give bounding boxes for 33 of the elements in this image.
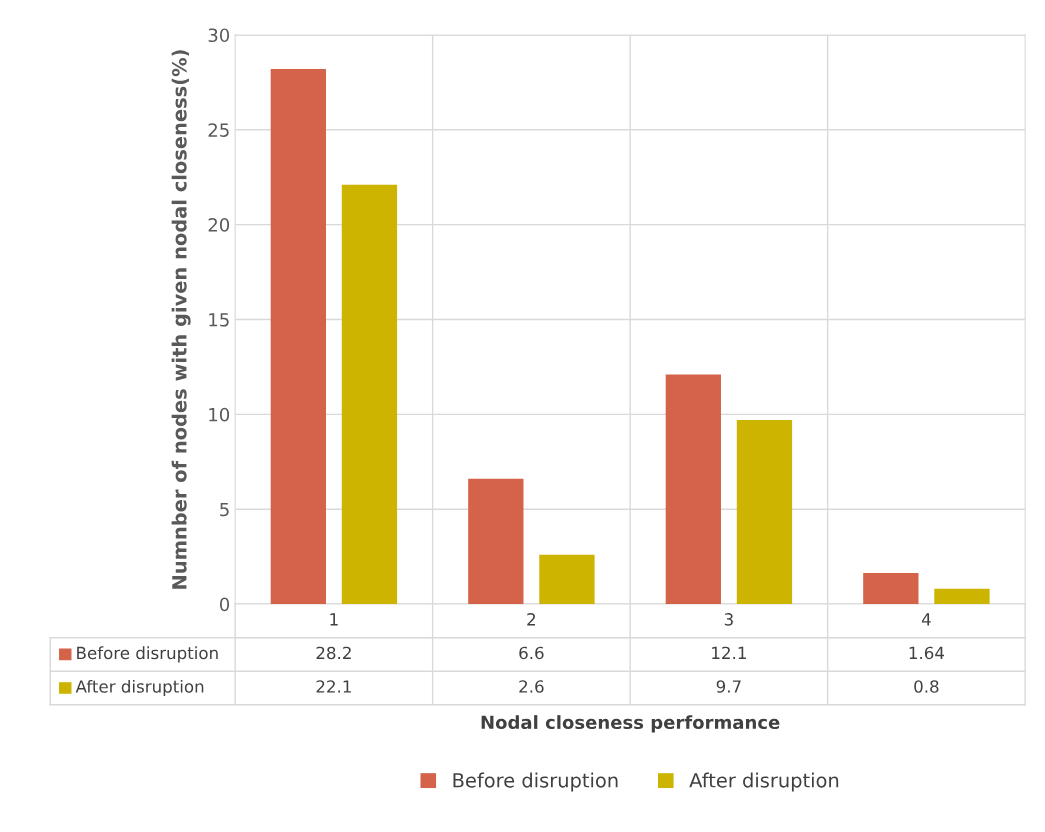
data-label: 9.7 (716, 680, 741, 693)
x-tick-label: 1 (330, 613, 338, 626)
y-tick-label: 10 (209, 407, 230, 422)
bar (468, 478, 524, 605)
x-tick-label: 2 (527, 613, 536, 626)
data-label: 2.6 (519, 680, 544, 693)
bar (270, 69, 326, 605)
legend-label: After disruption (75, 679, 204, 697)
bar (665, 374, 721, 605)
data-label: 1.64 (909, 646, 945, 660)
bar (736, 420, 793, 605)
y-tick-label: 25 (208, 123, 229, 137)
bar (934, 588, 990, 605)
y-tick-label: 20 (208, 218, 230, 232)
bar (341, 184, 398, 605)
data-label: 12.1 (712, 646, 746, 659)
y-tick-label: 0 (219, 597, 230, 612)
bar (863, 572, 919, 605)
y-tick-label: 5 (220, 502, 229, 517)
x-axis-title: Nodal closeness performance (481, 715, 780, 733)
data-label: 22.1 (316, 680, 351, 693)
y-tick-label: 15 (209, 313, 229, 327)
y-tick-label: 30 (208, 28, 230, 43)
text: After disruption (689, 772, 839, 792)
y-axis-title: Numnber of nodes with given nodal closeness(%) (171, 50, 191, 589)
x-tick-label: 3 (724, 613, 733, 626)
data-label: 28.2 (316, 646, 351, 660)
x-tick-label: 4 (921, 613, 931, 626)
data-label: 6.6 (519, 646, 544, 660)
text: Before disruption (453, 772, 618, 792)
bar (539, 554, 595, 605)
legend-label: Before disruption (77, 646, 218, 663)
data-label: 0.8 (914, 680, 939, 693)
